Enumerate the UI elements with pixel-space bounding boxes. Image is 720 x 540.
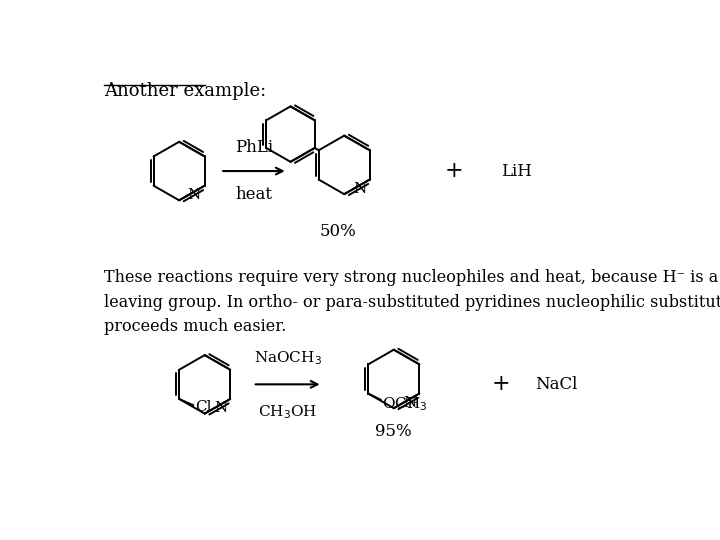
Text: 95%: 95% (376, 423, 412, 440)
Text: 50%: 50% (320, 222, 356, 240)
Text: CH$_3$OH: CH$_3$OH (258, 403, 318, 421)
Text: LiH: LiH (500, 163, 531, 180)
Text: Cl: Cl (194, 400, 211, 414)
Text: NaCl: NaCl (536, 376, 578, 393)
Text: +: + (445, 160, 464, 182)
Text: These reactions require very strong nucleophiles and heat, because H⁻ is a very : These reactions require very strong nucl… (104, 269, 720, 335)
Text: N: N (214, 401, 227, 415)
Text: OCH$_3$: OCH$_3$ (382, 395, 428, 413)
Text: N: N (354, 182, 366, 196)
Text: PhLi: PhLi (235, 139, 274, 156)
Text: N: N (403, 396, 416, 410)
Text: Another example:: Another example: (104, 82, 266, 100)
Text: NaOCH$_3$: NaOCH$_3$ (253, 349, 322, 367)
Text: N: N (187, 188, 201, 202)
Text: heat: heat (236, 186, 273, 204)
Text: +: + (492, 373, 510, 395)
